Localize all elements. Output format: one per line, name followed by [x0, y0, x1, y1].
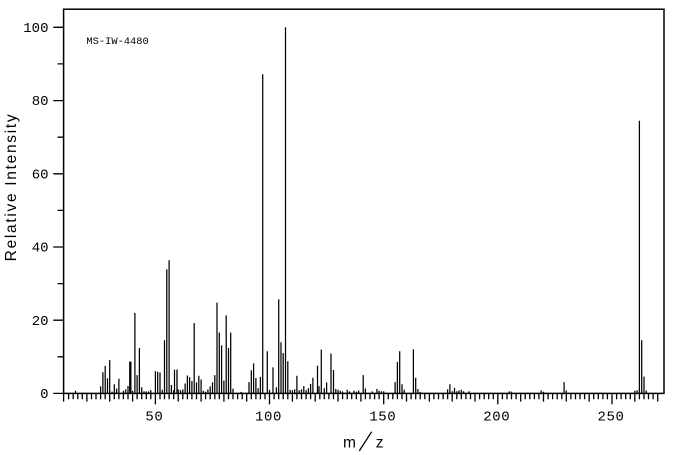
svg-text:40: 40 — [32, 241, 49, 257]
svg-text:20: 20 — [32, 314, 49, 330]
svg-text:50: 50 — [145, 410, 163, 426]
svg-text:150: 150 — [369, 410, 396, 426]
svg-text:m: m — [343, 435, 356, 452]
svg-text:200: 200 — [483, 410, 510, 426]
svg-text:MS-IW-4480: MS-IW-4480 — [86, 36, 148, 48]
svg-text:Relative Intensity: Relative Intensity — [3, 113, 20, 262]
svg-text:100: 100 — [23, 21, 48, 37]
svg-text:250: 250 — [597, 410, 624, 426]
svg-text:z: z — [376, 435, 384, 452]
svg-text:60: 60 — [32, 167, 49, 183]
svg-text:80: 80 — [32, 94, 49, 110]
svg-text:100: 100 — [255, 410, 282, 426]
svg-text:0: 0 — [40, 387, 48, 403]
